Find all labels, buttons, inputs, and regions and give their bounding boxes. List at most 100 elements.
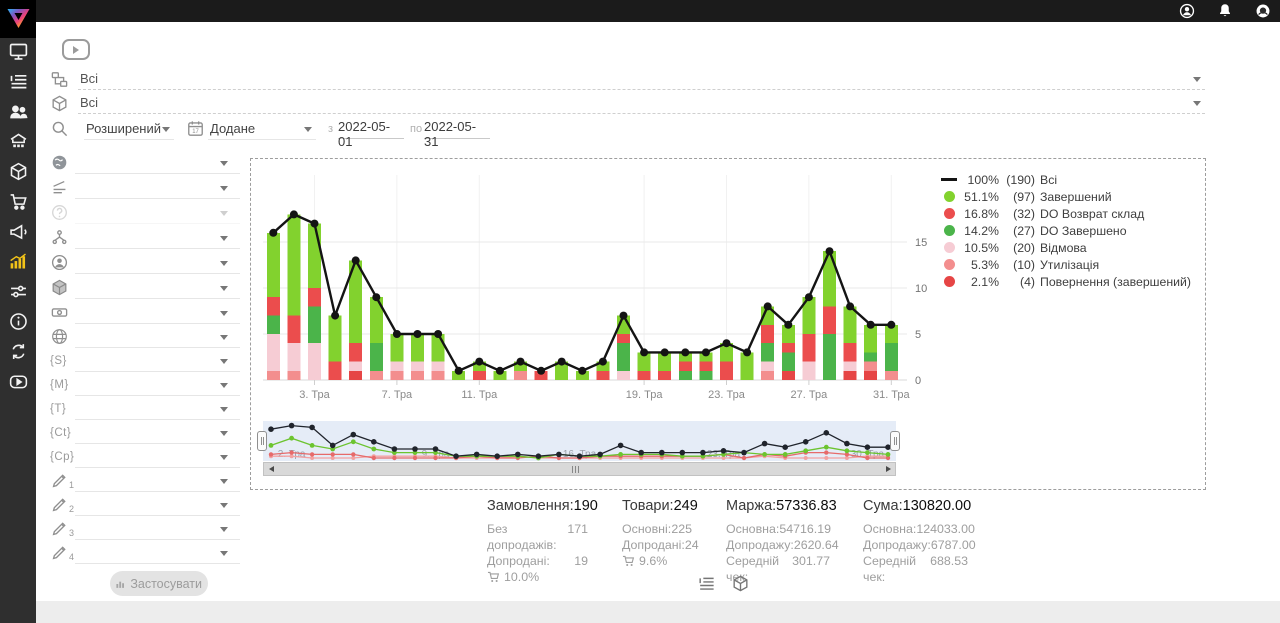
filter-select-globe-filled-icon[interactable]	[75, 152, 240, 174]
filter-select-sort-lines-icon[interactable]	[75, 177, 240, 199]
hierarchy-tree-icon	[50, 70, 69, 94]
legend-item-4[interactable]: 10.5% (20) Відмова	[939, 239, 1203, 256]
search-icon	[50, 119, 69, 143]
date-field-value: Додане	[210, 121, 256, 136]
legend-percent: 100%	[967, 172, 999, 187]
orders-list-view-icon[interactable]	[697, 574, 716, 598]
stat-row: Допродані: 19	[487, 554, 588, 568]
legend-count: (20)	[1013, 240, 1035, 255]
filter-select-org-network-icon[interactable]	[75, 227, 240, 249]
stat-row: Допродажу: 2620.64	[726, 538, 839, 552]
apply-filters-button[interactable]: Застосувати	[110, 571, 208, 596]
legend-percent: 14.2%	[964, 223, 999, 238]
scroll-left-arrow-icon[interactable]	[264, 463, 278, 475]
chevron-down-icon	[220, 236, 228, 241]
filter-select-cube-3d-icon[interactable]	[75, 277, 240, 299]
legend-line-marker	[941, 178, 957, 181]
chevron-down-icon	[220, 551, 228, 556]
badge-m-icon: {M}	[50, 379, 69, 391]
legend-percent: 2.1%	[970, 274, 999, 289]
filter-select-pencil-icon1[interactable]	[75, 470, 240, 492]
legend-item-3[interactable]: 14.2% (27) DO Завершено	[939, 222, 1203, 239]
chevron-down-icon	[162, 127, 170, 132]
pencil-icon-2: 2	[50, 495, 74, 514]
footer-strip	[36, 601, 1280, 623]
legend-item-1[interactable]: 51.1% (97) Завершений	[939, 188, 1203, 205]
filter-select-badge-m-icon[interactable]	[75, 374, 240, 396]
filter-select-badge-s-icon[interactable]	[75, 350, 240, 372]
chart-range-navigator[interactable]: 2. Тра 9. Тра 16. Тра 23. Тра 30. Тра	[263, 421, 896, 461]
chart-canvas[interactable]: 0 5 10 15 3. Тра 7. Тра 11. Тра 19. Тра 23. Тра 2…	[251, 159, 1205, 419]
svg-text:31. Тра: 31. Тра	[873, 389, 911, 401]
sidebar-item-orders-list-icon[interactable]	[0, 66, 36, 96]
svg-text:23. Тра: 23. Тра	[708, 389, 746, 401]
video-tutorial-button[interactable]	[62, 39, 90, 60]
scrollbar-grip[interactable]	[572, 466, 579, 473]
date-to-label: по	[410, 123, 423, 135]
status-group-value: Всі	[80, 71, 99, 86]
date-to-input[interactable]: 2022-05-31	[424, 119, 490, 149]
sidebar-item-procurement-cart-icon[interactable]	[0, 186, 36, 216]
stat-row: Основна: 124033.00	[863, 522, 975, 536]
sidebar-item-monitor-icon[interactable]	[0, 36, 36, 66]
sidebar-item-video-tutorials-icon[interactable]	[0, 366, 36, 396]
legend-item-0[interactable]: 100% (190) Всі	[939, 171, 1203, 188]
products-view-icon[interactable]	[731, 574, 750, 598]
legend-percent: 5.3%	[970, 257, 999, 272]
app-logo[interactable]	[0, 0, 36, 38]
navigator-right-handle[interactable]	[890, 431, 900, 451]
legend-item-2[interactable]: 16.8% (32) DO Возврат склад	[939, 205, 1203, 222]
sidebar-item-info-icon[interactable]	[0, 306, 36, 336]
settings-sliders-icon	[8, 281, 29, 302]
filter-select-banknote-icon[interactable]	[75, 302, 240, 324]
date-field-select[interactable]: Додане	[208, 118, 316, 140]
search-mode-select[interactable]: Розширений	[84, 118, 174, 140]
filter-select-badge-cp-icon[interactable]	[75, 446, 240, 468]
cart-icon	[487, 571, 500, 582]
filter-select-user-circle-icon[interactable]	[75, 252, 240, 274]
sidebar-item-analytics-chart-icon[interactable]	[0, 246, 36, 276]
legend-count: (32)	[1013, 206, 1035, 221]
stat-row: Допродані: 24	[622, 538, 699, 552]
info-icon	[8, 311, 29, 332]
filter-select-pencil-icon2[interactable]	[75, 494, 240, 516]
date-from-input[interactable]: 2022-05-01	[338, 119, 404, 149]
legend-item-5[interactable]: 5.3% (10) Утилізація	[939, 256, 1203, 273]
user-icon[interactable]	[1178, 2, 1196, 20]
sidebar-item-sync-icon[interactable]	[0, 336, 36, 366]
sidebar-item-store-icon[interactable]	[0, 126, 36, 156]
banknote-icon	[50, 303, 69, 322]
sidebar-item-clients-icon[interactable]	[0, 96, 36, 126]
chevron-down-icon	[220, 359, 228, 364]
sidebar-item-products-icon[interactable]	[0, 156, 36, 186]
navigator-scrollbar[interactable]	[263, 462, 896, 476]
filter-select-badge-t-icon[interactable]	[75, 398, 240, 420]
svg-text:27. Тра: 27. Тра	[791, 389, 829, 401]
notifications-bell-icon[interactable]	[1216, 2, 1234, 20]
legend-label: DO Возврат склад	[1040, 206, 1145, 221]
status-group-select[interactable]: Всі	[78, 68, 1205, 90]
legend-count: (27)	[1013, 223, 1035, 238]
sidebar-item-settings-sliders-icon[interactable]	[0, 276, 36, 306]
filter-select-pencil-icon4[interactable]	[75, 542, 240, 564]
filter-select-badge-ct-icon[interactable]	[75, 422, 240, 444]
stat-column-2: Маржа: 57336.83 Основна: 54716.19 Допродажу:…	[726, 498, 839, 585]
product-group-select[interactable]: Всі	[78, 92, 1205, 114]
filter-select-question-circle-icon[interactable]	[75, 202, 240, 224]
top-bar	[0, 0, 1280, 22]
calendar-icon: 17	[186, 119, 205, 143]
support-icon[interactable]	[1254, 2, 1272, 20]
stat-column-3: Сума: 130820.00 Основна: 124033.00 Допродажу…	[863, 498, 976, 585]
filter-select-globe-wire-icon[interactable]	[75, 326, 240, 348]
orders-stacked-chart[interactable]: 0 5 10 15 3. Тра 7. Тра 11. Тра 19. Тра 23. Тра 2…	[251, 159, 1205, 419]
legend-item-6[interactable]: 2.1% (4) Повернення (завершений)	[939, 273, 1203, 290]
stat-title: Товари: 249	[622, 498, 698, 514]
svg-text:5: 5	[915, 329, 921, 341]
filter-select-pencil-icon3[interactable]	[75, 518, 240, 540]
user-circle-icon	[50, 253, 69, 272]
analytics-chart-icon	[8, 251, 29, 272]
svg-text:10: 10	[915, 283, 927, 295]
sidebar-item-marketing-megaphone-icon[interactable]	[0, 216, 36, 246]
scroll-right-arrow-icon[interactable]	[881, 463, 895, 475]
navigator-left-handle[interactable]	[257, 431, 267, 451]
